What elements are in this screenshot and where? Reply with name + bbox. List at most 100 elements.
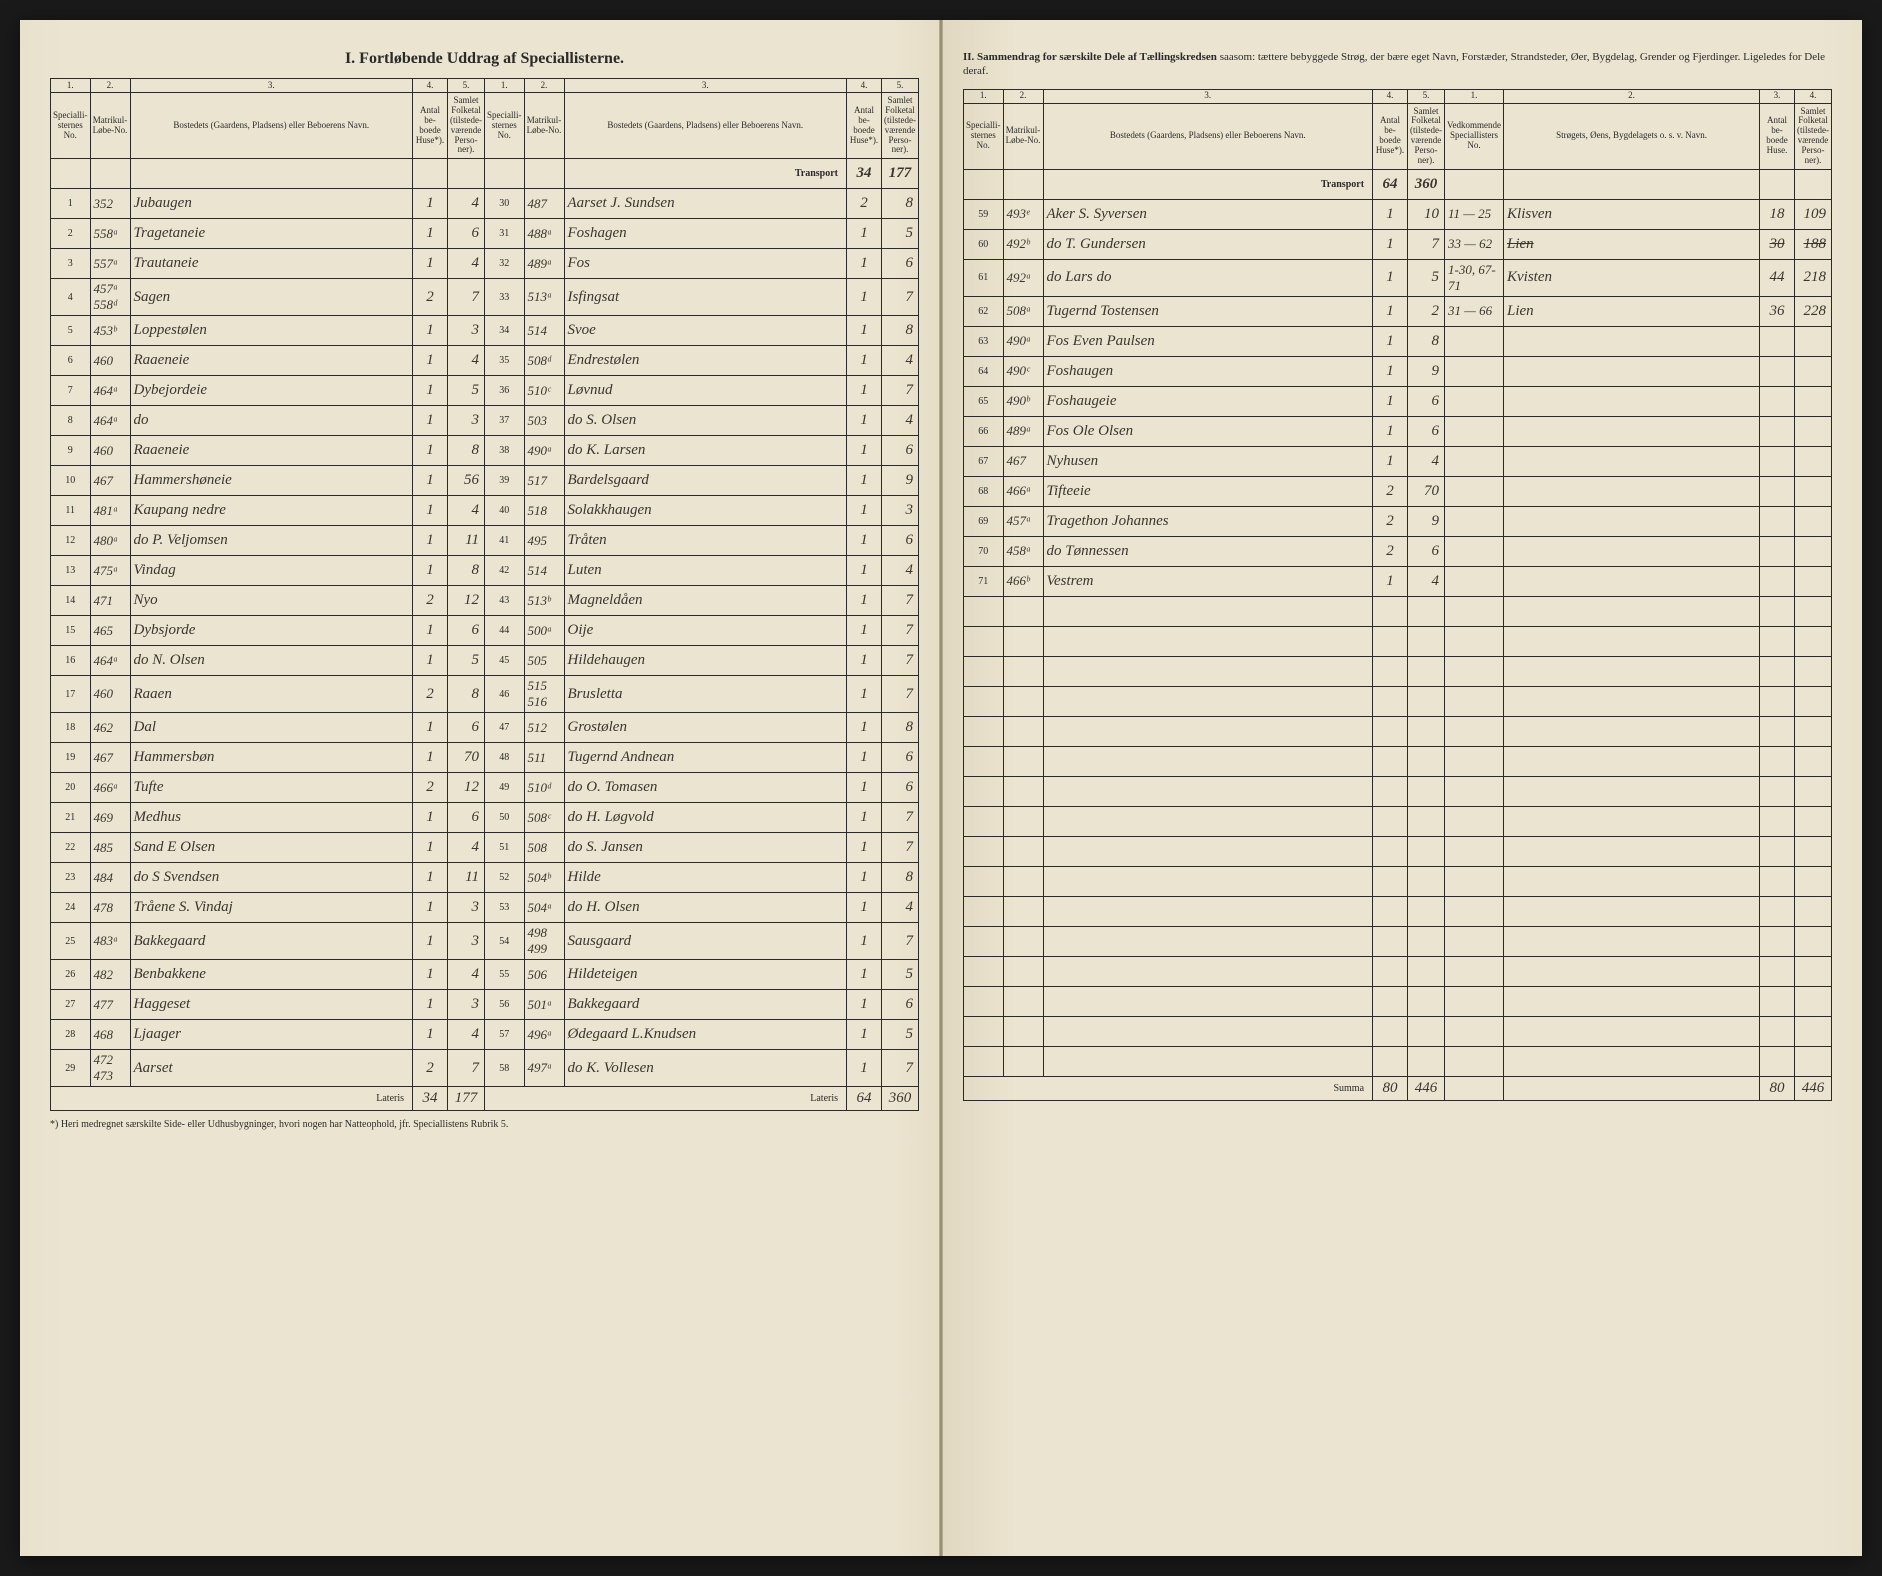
table-row: 26 482 Benbakkene 1 4 55 506 Hildeteigen… <box>51 960 919 990</box>
left-page: I. Fortløbende Uddrag af Speciallisterne… <box>20 20 939 1556</box>
table-row: 63 490ᵃ Fos Even Paulsen 1 8 <box>964 326 1832 356</box>
col-header: Antal be-boede Huse. <box>1760 103 1795 169</box>
table-row: 67 467 Nyhusen 1 4 <box>964 446 1832 476</box>
col-header: Strøgets, Øens, Bygdelagets o. s. v. Nav… <box>1504 103 1760 169</box>
table-row: 21 469 Medhus 1 6 50 508ᶜ do H. Løgvold … <box>51 803 919 833</box>
table-row: 19 467 Hammersbøn 1 70 48 511 Tugernd An… <box>51 743 919 773</box>
table-row <box>964 716 1832 746</box>
col-header: Antal be-boede Huse*). <box>1373 103 1408 169</box>
table-row <box>964 956 1832 986</box>
table-row: 62 508ᵃ Tugernd Tostensen 1 2 31 — 66 Li… <box>964 296 1832 326</box>
table-row: 69 457ᵃ Tragethon Johannes 2 9 <box>964 506 1832 536</box>
colnum: 5. <box>882 79 919 93</box>
table-row <box>964 656 1832 686</box>
section-title-right: II. Sammendrag for særskilte Dele af Tæl… <box>963 50 1832 79</box>
col-header: Bostedets (Gaardens, Pladsens) eller Beb… <box>564 93 847 159</box>
table-row <box>964 836 1832 866</box>
col-header: Antal be-boede Huse*). <box>847 93 882 159</box>
colnum: 4. <box>1795 89 1832 103</box>
table-row <box>964 896 1832 926</box>
colnum: 1. <box>1445 89 1504 103</box>
table-row: 23 484 do S Svendsen 1 11 52 504ᵇ Hilde … <box>51 863 919 893</box>
table-row <box>964 626 1832 656</box>
table-row: 25 483ᵃ Bakkegaard 1 3 54 498 499 Sausga… <box>51 923 919 960</box>
table-row: 11 481ᵃ Kaupang nedre 1 4 40 518 Solakkh… <box>51 496 919 526</box>
col-header: Samlet Folketal (tilstede-værende Perso-… <box>1795 103 1832 169</box>
col-header: Antal be-boede Huse*). <box>413 93 448 159</box>
table-row: 13 475ᵃ Vindag 1 8 42 514 Luten 1 4 <box>51 556 919 586</box>
right-page: II. Sammendrag for særskilte Dele af Tæl… <box>943 20 1862 1556</box>
table-row: 29 472 473 Aarset 2 7 58 497ᵃ do K. Voll… <box>51 1050 919 1087</box>
col-header: Bostedets (Gaardens, Pladsens) eller Beb… <box>1043 103 1373 169</box>
colnum: 4. <box>847 79 882 93</box>
colnum: 3. <box>564 79 847 93</box>
col-header: Matrikul-Løbe-No. <box>524 93 564 159</box>
col-header: Bostedets (Gaardens, Pladsens) eller Beb… <box>130 93 413 159</box>
table-row: 4 457ᵃ 558ᵈ Sagen 2 7 33 513ᵃ Isfingsat … <box>51 279 919 316</box>
table-row: 15 465 Dybsjorde 1 6 44 500ᵃ Oije 1 7 <box>51 616 919 646</box>
col-header: Samlet Folketal (tilstede-værende Perso-… <box>1408 103 1445 169</box>
colnum: 5. <box>448 79 485 93</box>
colnum: 2. <box>1504 89 1760 103</box>
table-row: 66 489ᵃ Fos Ole Olsen 1 6 <box>964 416 1832 446</box>
table-row: 24 478 Tråene S. Vindaj 1 3 53 504ᵃ do H… <box>51 893 919 923</box>
col-header: Specialli-sternes No. <box>485 93 525 159</box>
table-row: 1 352 Jubaugen 1 4 30 487 Aarset J. Sund… <box>51 189 919 219</box>
col-header: Matrikul-Løbe-No. <box>1003 103 1043 169</box>
table-row: 59 493ᵉ Aker S. Syversen 1 10 11 — 25 Kl… <box>964 199 1832 229</box>
table-row: 70 458ᵃ do Tønnessen 2 6 <box>964 536 1832 566</box>
table-row <box>964 746 1832 776</box>
col-header: Matrikul-Løbe-No. <box>90 93 130 159</box>
table-row <box>964 926 1832 956</box>
table-row <box>964 866 1832 896</box>
table-row: 5 453ᵇ Loppestølen 1 3 34 514 Svoe 1 8 <box>51 316 919 346</box>
table-row: 71 466ᵇ Vestrem 1 4 <box>964 566 1832 596</box>
table-row: 7 464ᵃ Dybejordeie 1 5 36 510ᶜ Løvnud 1 … <box>51 376 919 406</box>
colnum: 2. <box>90 79 130 93</box>
colnum: 2. <box>524 79 564 93</box>
ledger-book: I. Fortløbende Uddrag af Speciallisterne… <box>20 20 1862 1556</box>
col-header: Samlet Folketal (tilstede-værende Perso-… <box>882 93 919 159</box>
table-row: 8 464ᵃ do 1 3 37 503 do S. Olsen 1 4 <box>51 406 919 436</box>
colnum: 3. <box>130 79 413 93</box>
colnum: 1. <box>51 79 91 93</box>
table-row: 6 460 Raaeneie 1 4 35 508ᵈ Endrestølen 1… <box>51 346 919 376</box>
table-row: 60 492ᵇ do T. Gundersen 1 7 33 — 62 Lien… <box>964 229 1832 259</box>
table-row: 68 466ᵃ Tifteeie 2 70 <box>964 476 1832 506</box>
table-row: 17 460 Raaen 2 8 46 515 516 Brusletta 1 … <box>51 676 919 713</box>
colnum: 1. <box>485 79 525 93</box>
table-row: 3 557ᵃ Trautaneie 1 4 32 489ᵃ Fos 1 6 <box>51 249 919 279</box>
footnote: *) Heri medregnet særskilte Side- eller … <box>50 1119 919 1130</box>
colnum: 4. <box>1373 89 1408 103</box>
table-row: 65 490ᵇ Foshaugeie 1 6 <box>964 386 1832 416</box>
table-row: 10 467 Hammershøneie 1 56 39 517 Bardels… <box>51 466 919 496</box>
table-row <box>964 986 1832 1016</box>
table-row <box>964 1016 1832 1046</box>
colnum: 1. <box>964 89 1004 103</box>
col-header: Specialli-sternes No. <box>51 93 91 159</box>
table-row: 9 460 Raaeneie 1 8 38 490ᵃ do K. Larsen … <box>51 436 919 466</box>
col-header: Vedkommende Speciallisters No. <box>1445 103 1504 169</box>
table-row: 22 485 Sand E Olsen 1 4 51 508 do S. Jan… <box>51 833 919 863</box>
table-row: 61 492ᵃ do Lars do 1 5 1-30, 67-71 Kvist… <box>964 259 1832 296</box>
colnum: 3. <box>1760 89 1795 103</box>
section-title-left: I. Fortløbende Uddrag af Speciallisterne… <box>50 50 919 68</box>
table-row <box>964 686 1832 716</box>
col-header: Specialli-sternes No. <box>964 103 1004 169</box>
table-row: 16 464ᵃ do N. Olsen 1 5 45 505 Hildehaug… <box>51 646 919 676</box>
table-row: 12 480ᵃ do P. Veljomsen 1 11 41 495 Tråt… <box>51 526 919 556</box>
table-row <box>964 806 1832 836</box>
colnum: 5. <box>1408 89 1445 103</box>
table-row: 64 490ᶜ Foshaugen 1 9 <box>964 356 1832 386</box>
ledger-table-right: 1. 2. 3. 4. 5. 1. 2. 3. 4. Specialli-ste… <box>963 89 1832 1101</box>
table-row: 18 462 Dal 1 6 47 512 Grostølen 1 8 <box>51 713 919 743</box>
table-row: 28 468 Ljaager 1 4 57 496ᵃ Ødegaard L.Kn… <box>51 1020 919 1050</box>
ledger-table-left: 1. 2. 3. 4. 5. 1. 2. 3. 4. 5. Specialli-… <box>50 78 919 1111</box>
table-row: 14 471 Nyo 2 12 43 513ᵇ Magneldåen 1 7 <box>51 586 919 616</box>
colnum: 3. <box>1043 89 1373 103</box>
table-row <box>964 596 1832 626</box>
table-row: 27 477 Haggeset 1 3 56 501ᵃ Bakkegaard 1… <box>51 990 919 1020</box>
col-header: Samlet Folketal (tilstede-værende Perso-… <box>448 93 485 159</box>
table-row <box>964 776 1832 806</box>
table-row <box>964 1046 1832 1076</box>
